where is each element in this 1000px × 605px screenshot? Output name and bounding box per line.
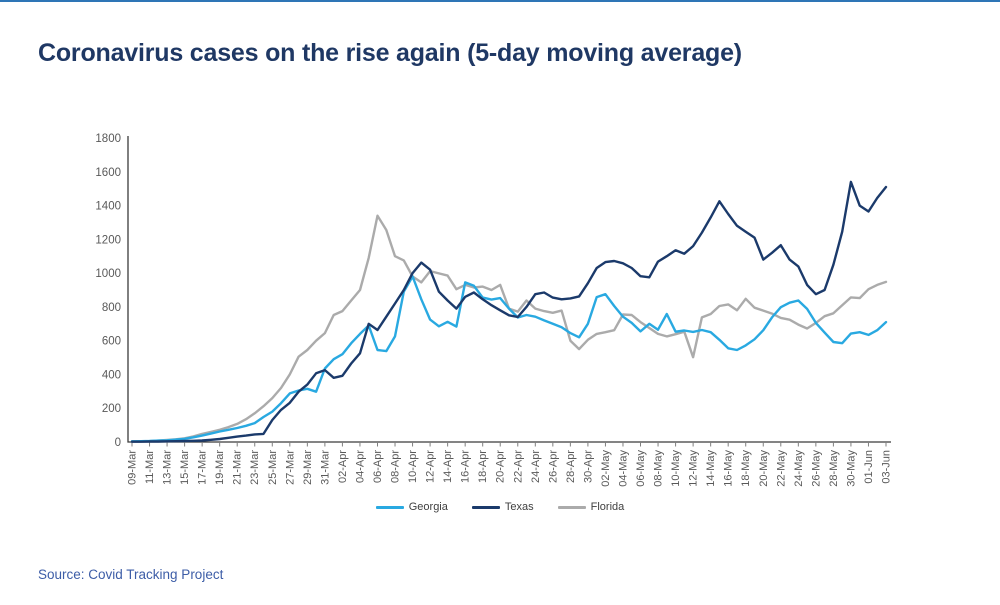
x-tick-label: 24-May xyxy=(793,450,805,487)
x-tick-label: 01-Jun xyxy=(863,450,875,484)
x-tick-label: 25-Mar xyxy=(267,450,279,485)
page-title: Coronavirus cases on the rise again (5-d… xyxy=(38,38,742,67)
x-tick-label: 04-Apr xyxy=(354,450,366,483)
x-tick-label: 18-Apr xyxy=(477,450,489,483)
x-tick-label: 18-May xyxy=(740,450,752,487)
x-tick-label: 31-Mar xyxy=(319,450,331,485)
x-tick-label: 12-May xyxy=(688,450,700,487)
x-tick-label: 24-Apr xyxy=(530,450,542,483)
x-tick-label: 02-Apr xyxy=(337,450,349,483)
x-tick-label: 16-Apr xyxy=(460,450,472,483)
x-tick-label: 10-Apr xyxy=(407,450,419,483)
legend-swatch-georgia xyxy=(375,505,404,509)
x-tick-label: 13-Mar xyxy=(162,450,174,485)
y-tick-label: 0 xyxy=(115,437,121,449)
x-tick-label: 21-Mar xyxy=(232,450,244,485)
x-tick-label: 23-Mar xyxy=(249,450,261,485)
x-tick-label: 26-Apr xyxy=(547,450,559,483)
x-tick-label: 22-May xyxy=(775,450,787,487)
legend-item-georgia: Georgia xyxy=(375,501,448,513)
series-line-florida xyxy=(130,214,888,443)
x-tick-label: 08-May xyxy=(653,450,665,487)
x-tick-label: 22-Apr xyxy=(512,450,524,483)
x-tick-label: 17-Mar xyxy=(197,450,209,485)
x-tick-label: 20-May xyxy=(758,450,770,487)
series-line-texas xyxy=(130,180,888,443)
x-tick-label: 29-Mar xyxy=(302,450,314,485)
x-tick-label: 06-Apr xyxy=(372,450,384,483)
x-tick-label: 02-May xyxy=(600,450,612,487)
x-tick-label: 30-May xyxy=(845,450,857,487)
x-tick-label: 03-Jun xyxy=(881,450,893,484)
y-tick-label: 200 xyxy=(102,403,121,415)
legend-label: Texas xyxy=(504,501,534,513)
x-tick-label: 28-Apr xyxy=(565,450,577,483)
x-tick-label: 28-May xyxy=(828,450,840,487)
axis-lines xyxy=(127,136,891,443)
legend-swatch-florida xyxy=(557,505,586,509)
legend-label: Georgia xyxy=(408,501,448,513)
legend-swatch-texas xyxy=(471,505,500,509)
x-tick-label: 15-Mar xyxy=(179,450,191,485)
source-text: Source: Covid Tracking Project xyxy=(38,567,224,582)
series-line-georgia xyxy=(130,275,888,443)
y-tick-label: 1800 xyxy=(95,133,121,145)
x-tick-label: 06-May xyxy=(635,450,647,487)
x-tick-label: 19-Mar xyxy=(214,450,226,485)
x-tick-label: 20-Apr xyxy=(495,450,507,483)
x-tick-label: 26-May xyxy=(810,450,822,487)
y-tick-label: 1400 xyxy=(95,201,121,213)
top-accent-rule xyxy=(0,0,1000,2)
y-tick-label: 800 xyxy=(102,302,121,314)
x-tick-label: 08-Apr xyxy=(390,450,402,483)
x-tick-label: 14-May xyxy=(705,450,717,487)
y-tick-label: 600 xyxy=(102,336,121,348)
x-tick-label: 30-Apr xyxy=(582,450,594,483)
x-tick-label: 27-Mar xyxy=(284,450,296,485)
y-tick-label: 400 xyxy=(102,369,121,381)
y-tick-label: 1000 xyxy=(95,268,121,280)
x-tick-label: 10-May xyxy=(670,450,682,487)
x-tick-label: 12-Apr xyxy=(425,450,437,483)
legend-item-texas: Texas xyxy=(471,501,534,513)
x-tick-label: 16-May xyxy=(723,450,735,487)
legend: Georgia Texas Florida xyxy=(0,501,1000,513)
legend-item-florida: Florida xyxy=(557,501,625,513)
y-tick-label: 1200 xyxy=(95,234,121,246)
x-tick-label: 09-Mar xyxy=(127,450,139,485)
legend-label: Florida xyxy=(590,501,625,513)
x-tick-label: 14-Apr xyxy=(442,450,454,483)
x-tick-label: 11-Mar xyxy=(144,450,156,484)
y-tick-label: 1600 xyxy=(95,167,121,179)
x-tick-label: 04-May xyxy=(617,450,629,487)
